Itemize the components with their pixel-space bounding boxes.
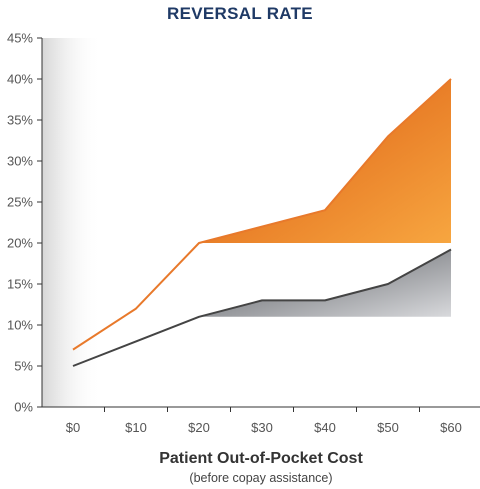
y-tick-label: 35% (7, 113, 33, 128)
series-line-1 (72, 78, 452, 351)
y-tick-label: 25% (7, 195, 33, 210)
y-tick-label: 40% (7, 72, 33, 87)
shaded-area-2 (199, 249, 451, 317)
chart-title: REVERSAL RATE (167, 4, 313, 23)
y-tick-label: 30% (7, 154, 33, 169)
x-axis-label: Patient Out-of-Pocket Cost (159, 450, 363, 467)
x-tick-label: $20 (188, 420, 210, 435)
y-tick-label: 15% (7, 277, 33, 292)
y-tick-label: 10% (7, 318, 33, 333)
x-axis-sublabel: (before copay assistance) (189, 471, 333, 485)
y-tick-label: 20% (7, 236, 33, 251)
shaded-area-1 (199, 79, 451, 243)
x-tick-label: $30 (251, 420, 273, 435)
series-line-2 (72, 248, 452, 367)
plot-background-shade (42, 38, 102, 407)
y-tick-label: 5% (14, 359, 33, 374)
x-tick-label: $10 (125, 420, 147, 435)
x-tick-label: $0 (66, 420, 80, 435)
line-chart: 0% 5% 10% 15% 20% 25% 30% 35% 40% 45% $0 $10 $20 $30… (7, 31, 480, 435)
x-tick-label: $60 (440, 420, 462, 435)
x-tick-label: $50 (377, 420, 399, 435)
x-tick-label: $40 (314, 420, 336, 435)
y-tick-label: 0% (14, 400, 33, 415)
y-tick-label: 45% (7, 31, 33, 46)
